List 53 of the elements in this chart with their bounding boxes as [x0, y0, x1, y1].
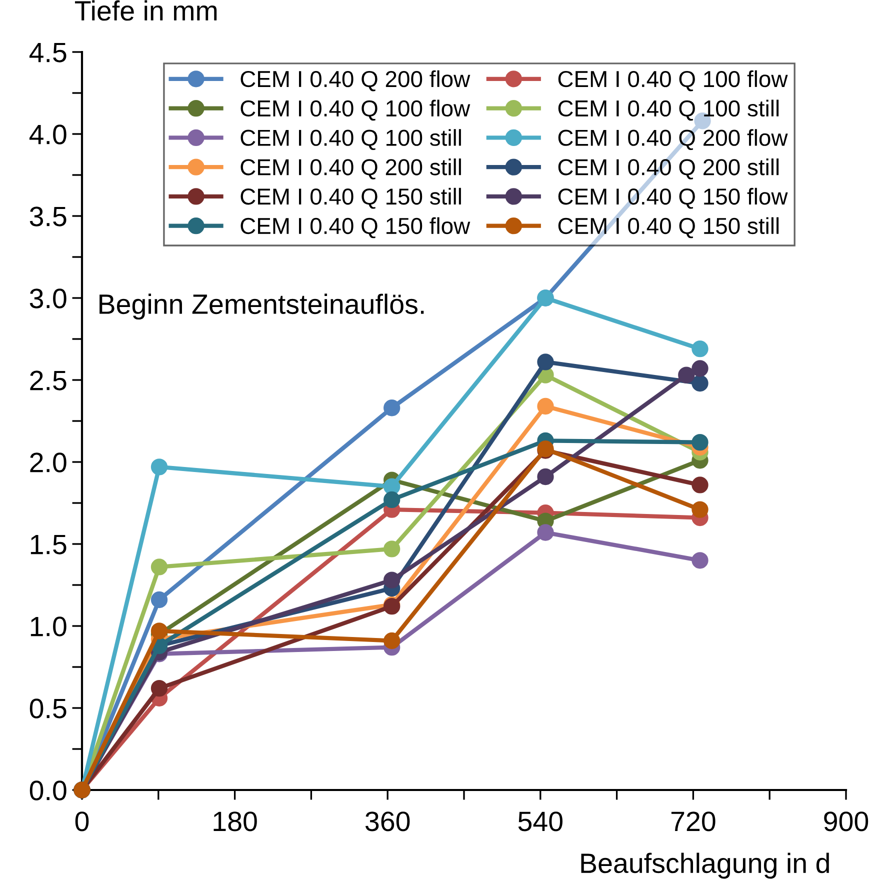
legend-label: CEM I 0.40 Q 150 still — [558, 217, 779, 238]
point — [692, 501, 708, 518]
legend-label: CEM I 0.40 Q 100 flow — [240, 100, 470, 121]
legend-label: CEM I 0.40 Q 100 still — [240, 129, 461, 150]
point — [150, 622, 168, 640]
y-tick-label: 2.5 — [30, 370, 66, 390]
x-tick-label: 180 — [214, 812, 257, 832]
point — [150, 558, 168, 576]
y-tick-label: 4.5 — [29, 42, 66, 62]
y-tick-label: 2.0 — [30, 452, 66, 472]
point — [692, 360, 708, 377]
point — [384, 572, 400, 588]
y-tick-label: 3.0 — [30, 288, 66, 308]
x-axis-title: Beaufschlagung in d — [581, 852, 829, 879]
point — [150, 458, 168, 476]
x-tick-label: 720 — [671, 812, 716, 832]
legend-label: CEM I 0.40 Q 150 flow — [240, 217, 470, 238]
legend-label: CEM I 0.40 Q 200 flow — [558, 129, 788, 150]
point — [692, 552, 708, 569]
point — [692, 434, 708, 451]
y-tick-label: 1.5 — [30, 534, 66, 554]
point — [150, 680, 168, 697]
point — [692, 476, 708, 494]
x-tick-label: 900 — [824, 812, 868, 832]
legend-label: CEM I 0.40 Q 200 flow — [240, 70, 470, 92]
point — [150, 591, 168, 608]
point — [537, 354, 554, 370]
legend-label: CEM I 0.40 Q 150 still — [240, 188, 461, 209]
x-tick-label: 360 — [365, 812, 410, 832]
point — [678, 366, 695, 384]
point — [537, 398, 554, 415]
legend-label: CEM I 0.40 Q 100 still — [558, 100, 779, 121]
point — [692, 340, 708, 358]
y-tick-label: 1.0 — [30, 616, 66, 636]
annotation: Beginn Zementsteinauflös. — [100, 294, 424, 320]
y-axis-title: Tiefe in mm — [74, 0, 217, 21]
legend-label: CEM I 0.40 Q 150 flow — [558, 188, 788, 209]
point — [384, 632, 400, 650]
point — [692, 374, 708, 392]
legend-label: CEM I 0.40 Q 200 still — [240, 158, 461, 180]
point — [384, 540, 400, 558]
text: 0.0 — [30, 780, 66, 800]
x-tick-label: 540 — [518, 812, 562, 832]
point — [537, 524, 554, 541]
point — [384, 491, 400, 508]
point — [384, 400, 400, 416]
y-tick-label: 3.5 — [30, 206, 66, 226]
y-tick-label: 4.0 — [29, 124, 66, 144]
legend-label: CEM I 0.40 Q 100 flow — [558, 70, 788, 92]
x-tick-label: 0 — [75, 812, 89, 832]
point — [537, 468, 554, 486]
legend-label: CEM I 0.40 Q 200 still — [558, 158, 779, 180]
y-tick-label: 0.5 — [30, 698, 66, 718]
